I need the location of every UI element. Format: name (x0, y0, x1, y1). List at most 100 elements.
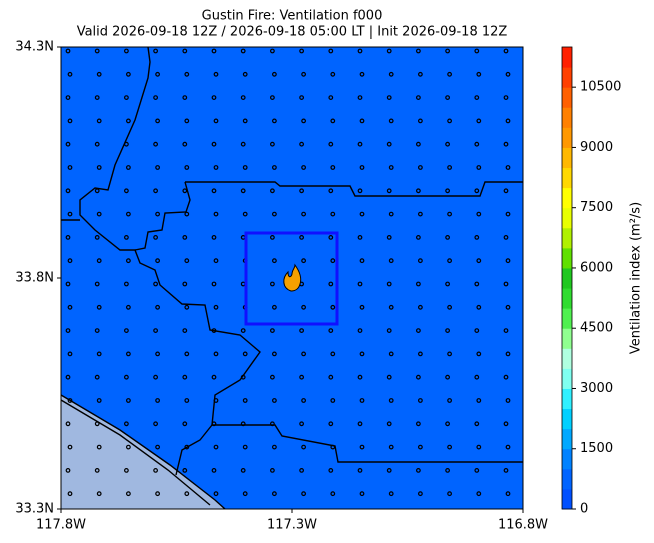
wind-marker (67, 258, 73, 264)
wind-marker (270, 48, 275, 54)
wind-marker (211, 281, 217, 287)
wind-marker (388, 491, 394, 497)
wind-marker (182, 95, 188, 100)
wind-marker (96, 398, 102, 403)
wind-marker (123, 188, 129, 194)
wind-marker (447, 444, 453, 450)
wind-marker (330, 165, 336, 170)
wind-marker (474, 95, 480, 100)
wind-marker (418, 118, 423, 124)
wind-marker (503, 421, 509, 427)
wind-marker (153, 328, 159, 334)
colorbar (562, 47, 572, 510)
wind-marker (67, 491, 73, 497)
colorbar-segment (562, 227, 572, 249)
wind-marker (503, 374, 509, 380)
wind-marker (242, 398, 248, 403)
wind-marker (240, 328, 246, 334)
wind-marker (211, 188, 217, 194)
wind-marker (445, 234, 451, 240)
wind-marker (153, 48, 159, 54)
wind-marker (96, 71, 102, 77)
wind-marker (96, 444, 102, 450)
wind-marker (416, 234, 421, 240)
wind-marker (65, 95, 71, 100)
wind-marker (476, 491, 482, 497)
wind-marker (67, 444, 73, 450)
colorbar-segment (562, 107, 572, 128)
wind-marker (153, 421, 159, 427)
wind-marker (213, 351, 219, 357)
wind-marker (503, 141, 509, 147)
colorbar-segment (562, 308, 572, 329)
wind-marker (242, 444, 248, 450)
wind-marker (330, 118, 336, 124)
x-tick-label: 117.8W (36, 518, 86, 533)
wind-marker (476, 165, 482, 170)
colorbar-segment (562, 368, 572, 389)
wind-marker (240, 48, 246, 54)
colorbar-tick-label: 1500 (580, 441, 613, 456)
wind-marker (155, 211, 161, 217)
wind-marker (503, 95, 509, 100)
wind-marker (270, 95, 275, 100)
wind-marker (445, 95, 451, 100)
wind-marker (67, 304, 73, 310)
wind-marker (299, 48, 305, 54)
wind-marker (182, 141, 188, 147)
wind-marker (359, 118, 365, 124)
wind-marker (299, 468, 305, 473)
wind-marker (67, 165, 73, 170)
wind-marker (388, 71, 394, 77)
wind-marker (67, 71, 73, 77)
colorbar-segment (562, 328, 572, 349)
wind-marker (445, 281, 451, 287)
wind-marker (301, 118, 307, 124)
wind-marker (359, 351, 365, 357)
wind-marker (418, 71, 423, 77)
wind-marker (357, 281, 363, 287)
wind-marker (386, 281, 392, 287)
wind-marker (272, 491, 277, 497)
wind-marker (272, 211, 277, 217)
wind-marker (184, 491, 190, 497)
wind-marker (474, 468, 480, 473)
colorbar-tick-label: 0 (580, 502, 588, 517)
wind-marker (299, 234, 305, 240)
wind-marker (330, 71, 336, 77)
wind-marker (155, 398, 161, 403)
wind-marker (94, 141, 100, 147)
wind-marker (330, 491, 336, 497)
wind-marker (474, 281, 480, 287)
colorbar-segment (562, 267, 572, 289)
wind-marker (96, 491, 102, 497)
wind-marker (476, 211, 482, 217)
fire-box (244, 231, 339, 326)
wind-marker (328, 374, 334, 380)
wind-marker (330, 258, 336, 264)
wind-marker (213, 444, 219, 450)
wind-marker (505, 491, 511, 497)
wind-marker (474, 48, 480, 54)
wind-marker (123, 95, 129, 100)
wind-marker (447, 211, 453, 217)
wind-marker (447, 71, 453, 77)
wind-marker (445, 468, 451, 473)
wind-marker (270, 188, 275, 194)
wind-marker (125, 398, 131, 403)
wind-marker (503, 328, 509, 334)
wind-marker (357, 421, 363, 427)
wind-marker (96, 118, 102, 124)
wind-marker (96, 258, 102, 264)
wind-marker (474, 421, 480, 427)
wind-marker (65, 328, 71, 334)
wind-marker (299, 421, 305, 427)
wind-marker (418, 351, 423, 357)
wind-marker (299, 328, 305, 334)
wind-marker (96, 211, 102, 217)
wind-marker (301, 444, 307, 450)
wind-marker (386, 421, 392, 427)
wind-marker (416, 468, 421, 473)
wind-marker (388, 351, 394, 357)
wind-marker (359, 211, 365, 217)
